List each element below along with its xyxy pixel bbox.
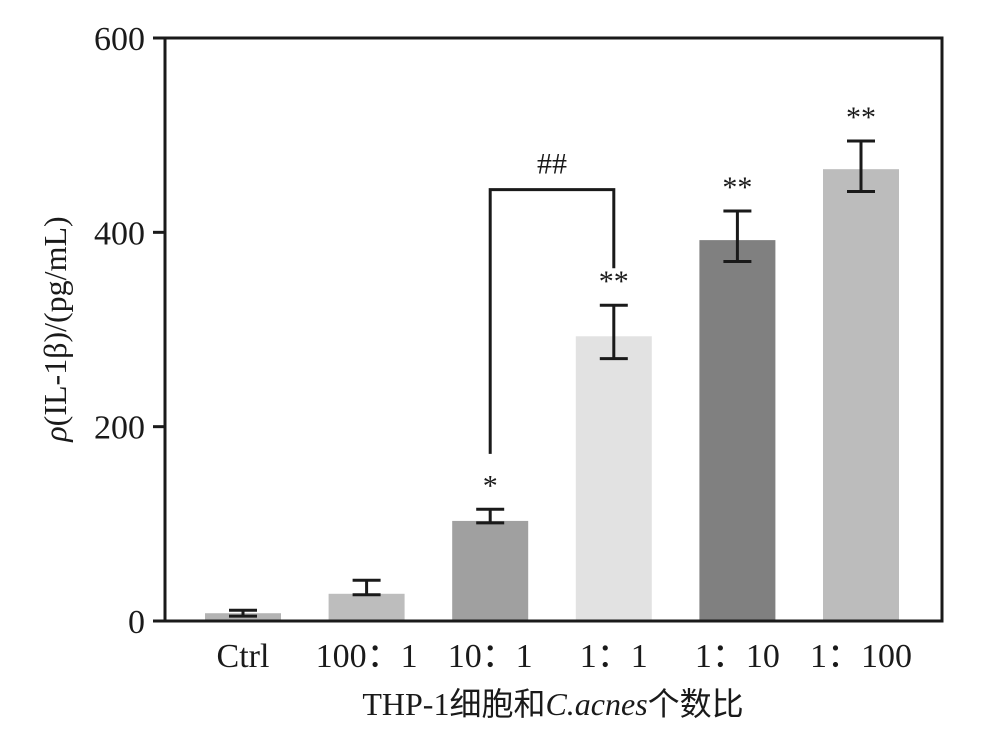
bracket-label: ##	[537, 148, 567, 181]
bar	[575, 336, 652, 621]
x-tick-label: 1：100	[810, 638, 912, 675]
x-tick-label: Ctrl	[217, 638, 270, 675]
x-axis: Ctrl 100：1 10：1 1：1 1：10 1：100	[217, 638, 912, 675]
plot-frame	[163, 36, 944, 623]
error-bars-layer	[229, 139, 875, 618]
bracket-line	[488, 188, 616, 454]
y-axis: 0 200 400 600	[94, 21, 165, 641]
significance-star: **	[722, 171, 752, 204]
significance-star: *	[483, 469, 498, 502]
x-tick-label: 100：1	[316, 638, 418, 675]
bar	[328, 593, 405, 621]
y-tick-label: 200	[94, 410, 145, 447]
x-tick-label: 1：10	[695, 638, 780, 675]
y-axis-label: ρ(IL-1β)/(pg/mL)	[37, 216, 73, 442]
significance-bracket: ##	[488, 148, 616, 454]
bar	[452, 520, 529, 621]
y-tick-label: 400	[94, 215, 145, 252]
significance-star: **	[846, 101, 876, 134]
x-axis-label: THP-1细胞和C.acnes个数比	[362, 686, 743, 722]
y-tick-label: 0	[128, 604, 145, 641]
y-tick-label: 600	[94, 21, 145, 58]
x-tick-label: 1：1	[580, 638, 648, 675]
bars-layer	[205, 169, 899, 622]
x-tick-label: 10：1	[448, 638, 533, 675]
significance-star: **	[599, 265, 629, 298]
bar	[699, 240, 776, 621]
bar	[823, 169, 899, 622]
significance-markers: *******	[483, 101, 876, 502]
